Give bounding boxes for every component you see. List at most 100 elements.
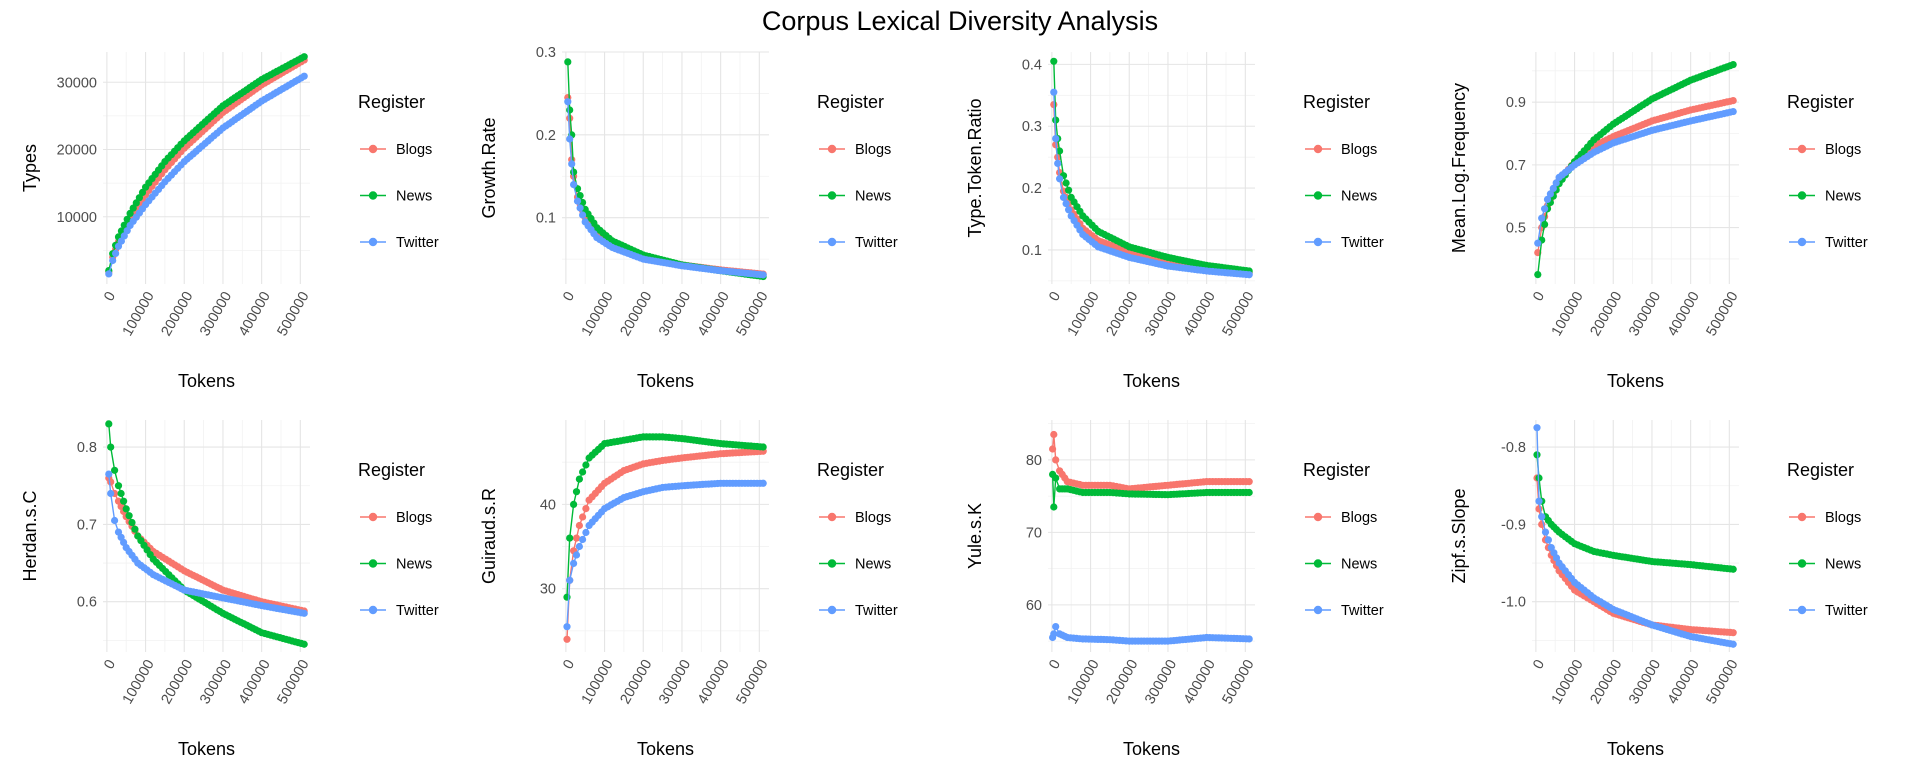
point-news <box>125 512 133 520</box>
y-tick-label: 30 <box>540 582 556 598</box>
panel-4: 0.5 0.7 0.9 0 100000 200000 300000 400000 500000… <box>1449 52 1868 391</box>
y-tick-label: 0.8 <box>77 440 97 456</box>
series-line-news <box>1053 61 1250 272</box>
panel-8: -1.0 -0.9 -0.8 0 100000 200000 300000 400000 500… <box>1449 420 1868 759</box>
point-news <box>759 443 767 451</box>
point-news <box>138 188 147 196</box>
legend-key-point <box>368 512 378 522</box>
point-twitter <box>105 270 113 278</box>
point-blogs <box>582 505 590 513</box>
legend-title: Register <box>1787 92 1854 112</box>
y-tick-label: 10000 <box>57 210 97 226</box>
x-tick-label: 200000 <box>617 289 655 339</box>
point-news <box>582 461 590 469</box>
legend-label-news: News <box>1341 557 1377 573</box>
series-line-news <box>567 61 764 278</box>
point-twitter <box>1050 88 1058 96</box>
x-tick-label: 200000 <box>158 657 196 707</box>
legend-label-blogs: Blogs <box>396 142 432 158</box>
point-blogs <box>563 635 571 643</box>
point-news <box>572 488 581 496</box>
x-tick-label: 0 <box>560 657 578 672</box>
point-twitter <box>1065 206 1073 214</box>
y-tick-label: 0.7 <box>77 517 97 533</box>
point-blogs <box>1245 478 1253 486</box>
x-tick-label: 300000 <box>1142 657 1180 707</box>
point-news <box>117 489 125 498</box>
legend-label-news: News <box>1825 189 1861 205</box>
legend-label-blogs: Blogs <box>1825 510 1861 526</box>
x-tick-label: 0 <box>1530 289 1548 304</box>
point-twitter <box>107 489 115 498</box>
point-twitter <box>1050 630 1058 638</box>
x-tick-label: 300000 <box>1626 657 1664 707</box>
point-news <box>1534 271 1542 279</box>
point-blogs <box>1535 505 1543 513</box>
legend-key-point <box>1797 144 1807 154</box>
series-line-twitter <box>567 101 764 276</box>
point-blogs <box>107 478 115 486</box>
legend-label-twitter: Twitter <box>396 603 439 619</box>
legend-label-blogs: Blogs <box>1341 142 1377 158</box>
y-axis-title: Growth.Rate <box>479 117 499 218</box>
x-tick-label: 200000 <box>1103 657 1141 707</box>
x-axis-title: Tokens <box>1123 739 1180 759</box>
y-axis-title: Type.Token.Ratio <box>965 98 985 237</box>
point-twitter <box>1543 195 1552 203</box>
point-blogs <box>1049 445 1057 453</box>
legend-label-twitter: Twitter <box>855 603 898 619</box>
x-tick-label: 500000 <box>1704 289 1742 339</box>
y-tick-label: 60 <box>1026 598 1042 614</box>
point-blogs <box>1050 430 1058 439</box>
legend-title: Register <box>1787 460 1854 480</box>
legend-key-point <box>1313 144 1323 154</box>
point-news <box>1050 57 1058 65</box>
legend-key-point <box>1313 605 1323 615</box>
point-twitter <box>1245 271 1253 279</box>
legend-title: Register <box>817 460 884 480</box>
x-tick-label: 200000 <box>1587 657 1625 707</box>
point-twitter <box>1538 214 1546 222</box>
x-tick-label: 0 <box>1530 657 1548 672</box>
x-tick-label: 100000 <box>579 289 617 339</box>
point-news <box>1533 451 1541 459</box>
x-axis-title: Tokens <box>637 371 694 391</box>
x-tick-label: 100000 <box>1065 657 1103 707</box>
y-axis-title: Zipf.s.Slope <box>1449 488 1469 583</box>
legend-key-point <box>1797 191 1807 200</box>
point-news <box>120 497 128 505</box>
x-tick-label: 500000 <box>275 657 313 707</box>
x-tick-label: 500000 <box>734 657 772 707</box>
point-twitter <box>1546 190 1554 198</box>
point-twitter <box>112 249 120 257</box>
y-tick-label: -0.9 <box>1501 517 1526 533</box>
x-tick-label: 400000 <box>1181 657 1219 707</box>
legend-label-twitter: Twitter <box>1341 235 1384 251</box>
y-tick-label: 0.9 <box>1506 95 1526 111</box>
x-tick-label: 0 <box>101 657 119 672</box>
point-twitter <box>1056 175 1064 183</box>
legend-key-point <box>368 559 378 568</box>
series-line-twitter <box>108 75 305 275</box>
legend-key-point <box>827 559 837 568</box>
series-line-news <box>108 56 305 271</box>
point-twitter <box>575 542 584 551</box>
y-tick-label: 0.2 <box>536 128 556 144</box>
point-news <box>126 209 134 217</box>
point-twitter <box>1062 200 1070 208</box>
point-twitter <box>759 271 767 279</box>
y-tick-label: 70 <box>1026 525 1042 541</box>
legend-key-point <box>827 191 837 200</box>
x-tick-label: 500000 <box>1220 289 1258 339</box>
x-axis-title: Tokens <box>637 739 694 759</box>
legend-label-twitter: Twitter <box>1825 235 1868 251</box>
x-tick-label: 0 <box>101 289 119 304</box>
point-blogs <box>572 534 581 542</box>
y-axis-title: Yule.s.K <box>965 503 985 569</box>
x-axis-title: Tokens <box>178 371 235 391</box>
point-twitter <box>1538 513 1546 521</box>
y-tick-label: 0.2 <box>1022 181 1042 197</box>
x-tick-label: 200000 <box>1587 289 1625 339</box>
point-twitter <box>1541 205 1549 213</box>
legend-label-blogs: Blogs <box>1825 142 1861 158</box>
